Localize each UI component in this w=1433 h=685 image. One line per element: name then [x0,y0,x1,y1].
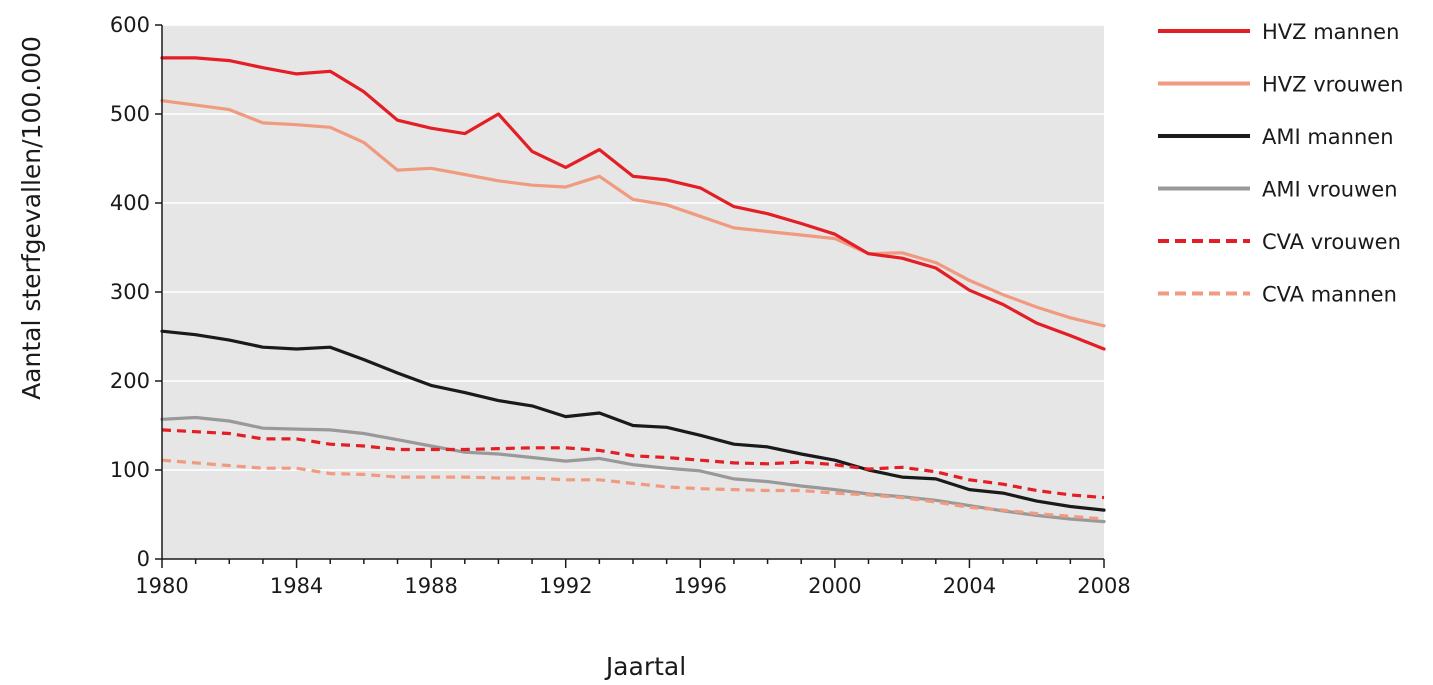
y-tick-label: 300 [110,280,150,304]
legend-item: HVZ mannen [1158,20,1399,44]
x-tick-label: 1980 [135,574,188,598]
y-tick-label: 400 [110,191,150,215]
x-tick-label: 1988 [404,574,457,598]
y-tick-label: 200 [110,369,150,393]
series-line-hvz-vrouwen [160,99,1106,328]
x-tick-label: 2000 [808,574,861,598]
legend-item: CVA mannen [1158,283,1397,307]
y-tick-label: 0 [137,547,150,571]
series-lines [160,56,1106,524]
legend-label: HVZ mannen [1262,20,1399,44]
legend: HVZ mannen HVZ vrouwen AMI mannen AMI vrouw… [1158,20,1403,307]
series-line-cva-vrouwen [161,428,1105,500]
x-tick-label: 1992 [539,574,592,598]
x-tick-label: 1984 [270,574,323,598]
legend-label: CVA mannen [1262,283,1397,307]
gridlines [162,24,1104,471]
y-tick-label: 100 [110,458,150,482]
legend-label: AMI vrouwen [1262,178,1398,202]
x-axis-title: Jaartal [604,652,686,681]
series-line-ami-mannen [160,329,1106,512]
y-tick-label: 500 [110,102,150,126]
legend-item: CVA vrouwen [1158,230,1401,254]
series-line-hvz-mannen [160,56,1106,351]
x-tick-label: 2008 [1077,574,1130,598]
series-line-ami-vrouwen [160,415,1106,524]
axes: 0 100 200 300 400 500 600 1980 1984 1988 1992 1996 2… [110,13,1131,598]
legend-label: AMI mannen [1262,125,1394,149]
x-tick-label: 2004 [943,574,996,598]
series-line-cva-mannen [161,458,1105,521]
legend-item: AMI mannen [1158,125,1394,149]
y-tick-label: 600 [110,13,150,37]
legend-item: AMI vrouwen [1158,178,1398,202]
y-axis-title: Aantal sterfgevallen/100.000 [17,36,46,400]
legend-label: HVZ vrouwen [1262,73,1403,97]
x-tick-label: 1996 [674,574,727,598]
legend-item: HVZ vrouwen [1158,73,1403,97]
legend-label: CVA vrouwen [1262,230,1401,254]
